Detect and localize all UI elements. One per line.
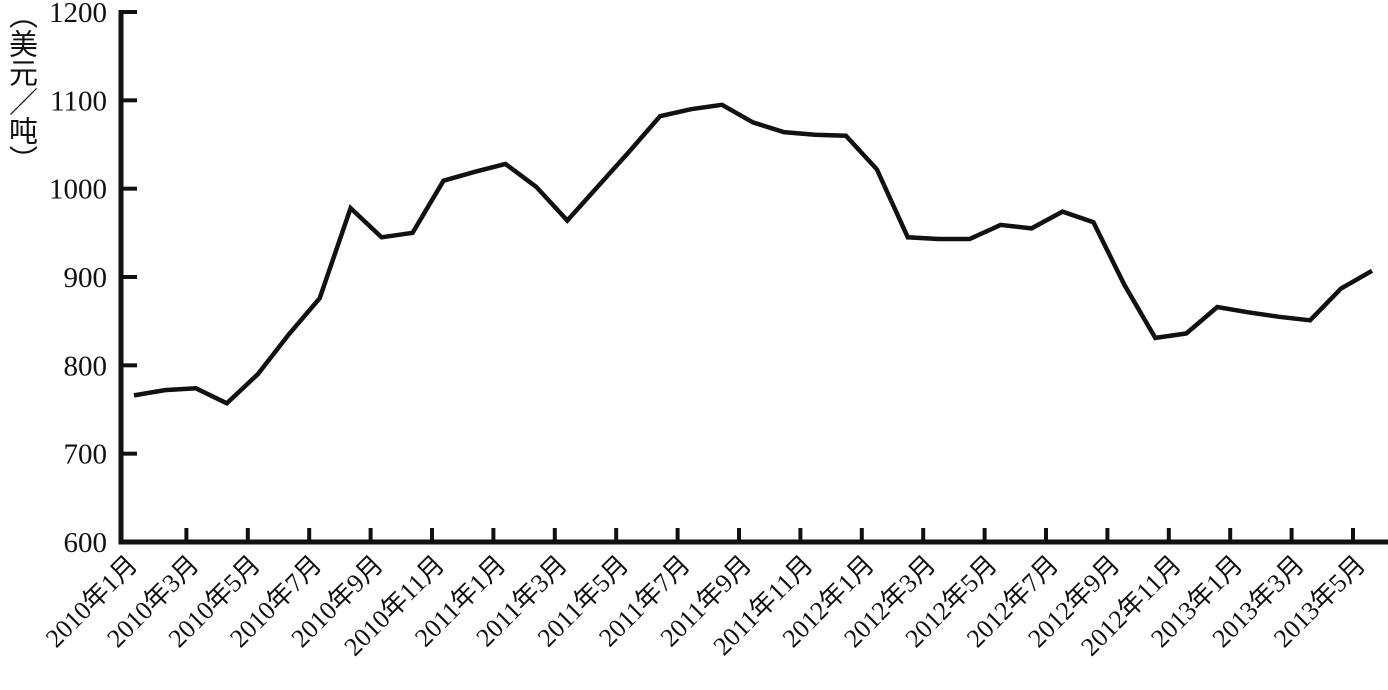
y-tick-label: 900 [64,262,108,294]
y-tick-label: 700 [64,439,108,471]
y-axis-title: （美元／吨） [4,0,37,174]
price-series-line [133,102,1374,407]
y-tick-label: 1200 [49,0,107,29]
y-tick-label: 800 [64,350,108,382]
y-tick-label: 1100 [50,85,107,117]
y-tick-label: 600 [64,527,108,559]
axes-spines [118,10,1388,545]
y-tick-label: 1000 [49,174,107,206]
